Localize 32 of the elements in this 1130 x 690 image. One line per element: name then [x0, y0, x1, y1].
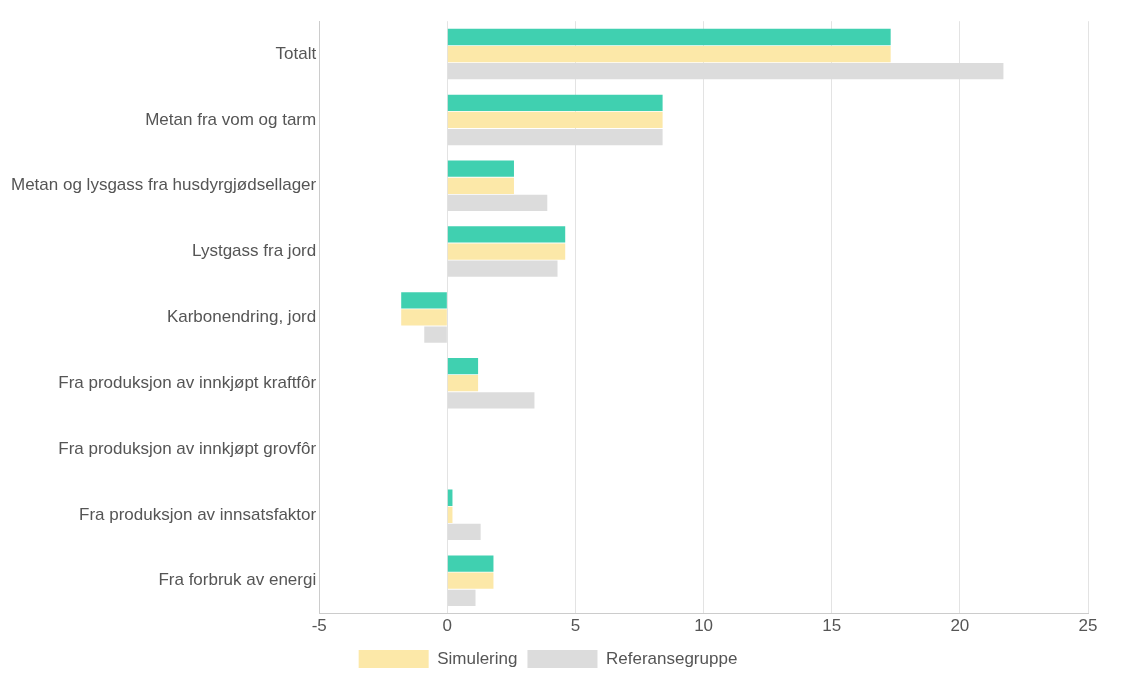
y-tick-label: Karbonendring, jord — [166, 307, 317, 327]
y-tick-label: Fra produksjon av innkjøpt kraftfôr — [58, 372, 317, 392]
x-tick-label: 5 — [570, 616, 581, 636]
y-tick-label: Lystgass fra jord — [192, 241, 317, 261]
bar — [447, 226, 566, 243]
bar — [447, 94, 663, 111]
bar — [401, 309, 447, 326]
bar — [447, 111, 663, 129]
x-tick-label: 10 — [694, 616, 714, 636]
bar — [447, 45, 891, 63]
x-tick-label: 25 — [1078, 616, 1098, 636]
bar — [447, 555, 494, 572]
bar — [447, 357, 479, 375]
x-tick-label: 20 — [950, 616, 970, 636]
legend-label: Referansegruppe — [605, 648, 738, 668]
bar — [447, 572, 494, 589]
bar — [447, 177, 514, 194]
x-tick-label: -5 — [311, 616, 327, 636]
bar — [401, 292, 447, 309]
bar — [447, 160, 514, 177]
bar — [447, 243, 566, 260]
x-tick-label: 0 — [442, 616, 453, 636]
y-tick-label: Totalt — [275, 43, 317, 63]
bar — [447, 28, 891, 46]
y-tick-label: Fra produksjon av innsatsfaktor — [79, 504, 317, 524]
y-tick-label: Metan og lysgass fra husdyrgjødsellager — [11, 175, 317, 195]
bar — [447, 375, 479, 392]
x-tick-label: 15 — [822, 616, 842, 636]
y-tick-label: Metan fra vom og tarm — [145, 109, 317, 129]
y-tick-label: Fra produksjon av innkjøpt grovfôr — [58, 438, 317, 458]
y-tick-label: Fra forbruk av energi — [158, 570, 317, 590]
legend-label: Simulering — [437, 648, 518, 668]
